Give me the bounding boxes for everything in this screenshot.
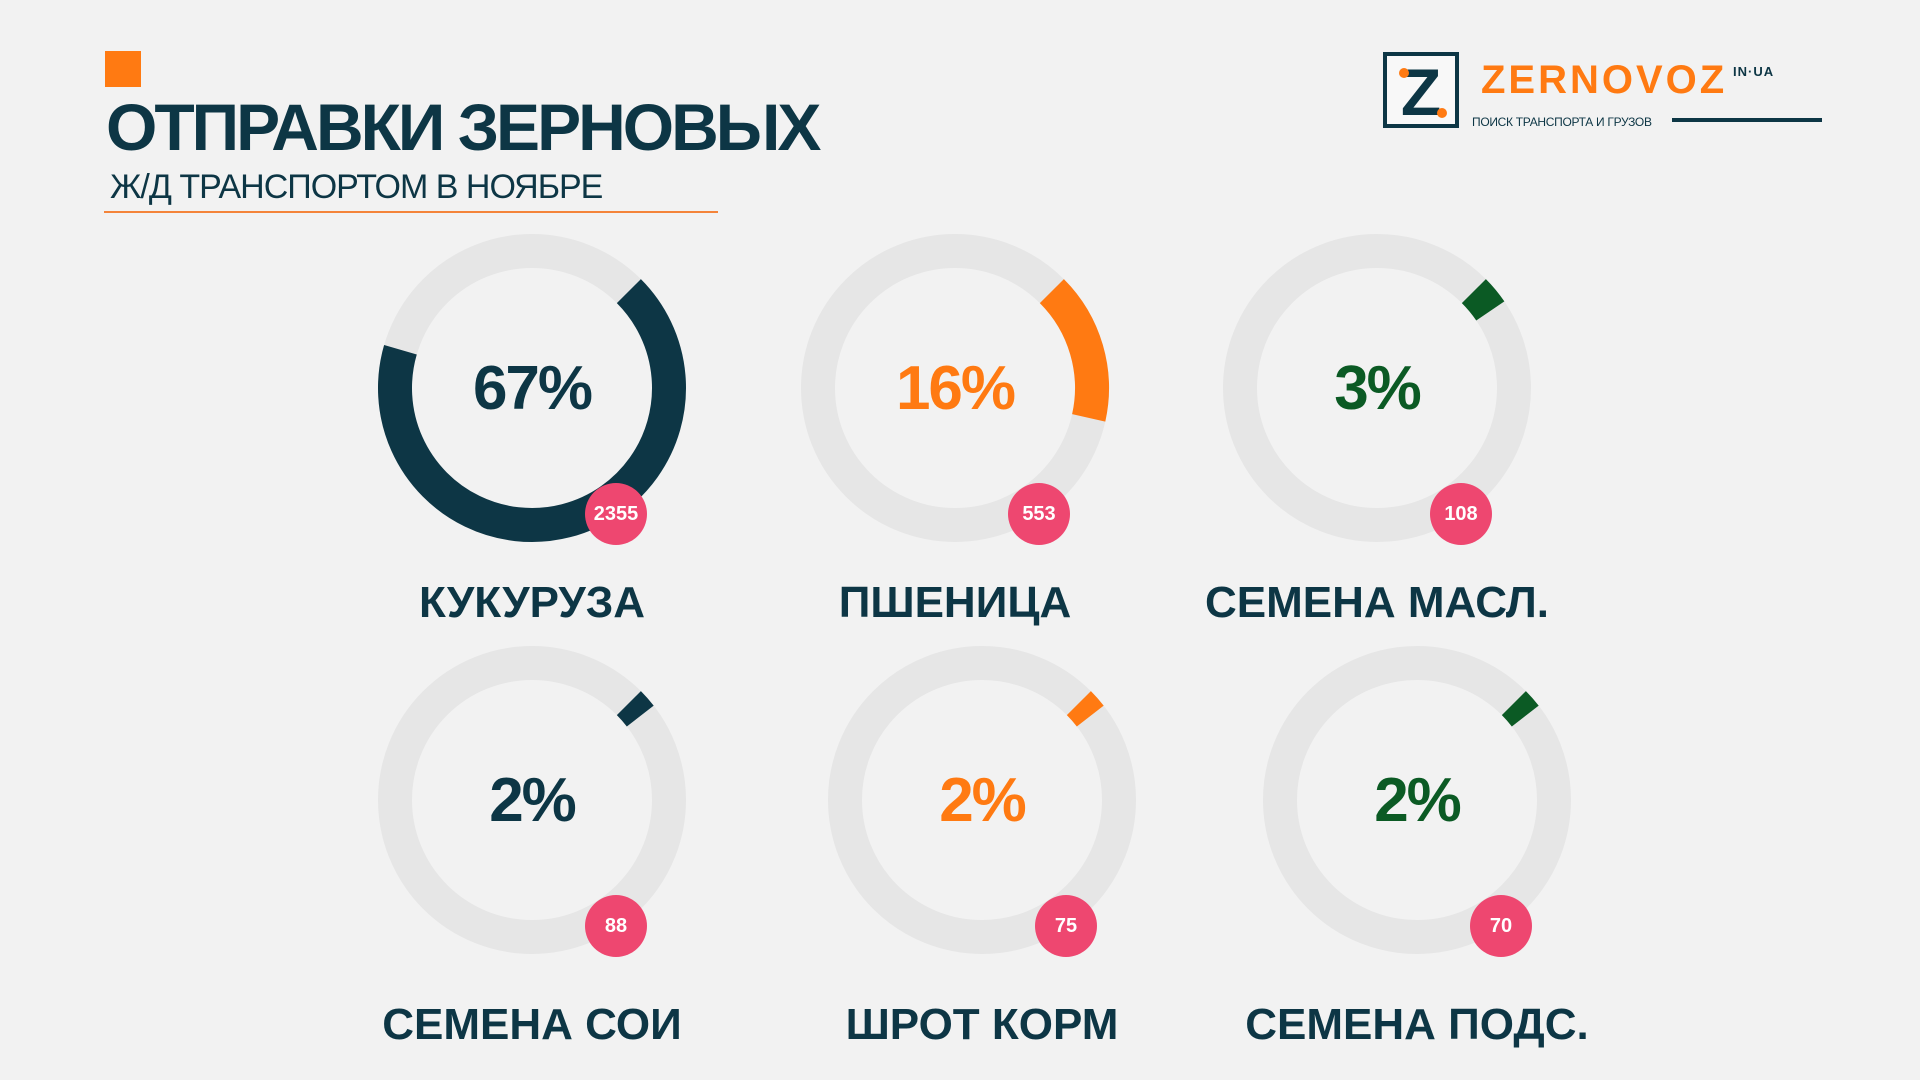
percent-label: 2% [489, 765, 577, 835]
percent-label: 2% [1374, 765, 1462, 835]
count-badge: 70 [1470, 895, 1532, 957]
donut-svg [378, 234, 686, 542]
accent-square [105, 51, 141, 87]
count-badge: 553 [1008, 483, 1070, 545]
donut-3: 3% [1217, 228, 1537, 548]
brand-logo[interactable]: Z ZERNOVOZ IN·UA ПОИСК ТРАНСПОРТА И ГРУЗ… [1383, 52, 1823, 142]
logo-mark-icon: Z [1383, 52, 1459, 129]
donut-track [378, 646, 686, 954]
count-badge: 108 [1430, 483, 1492, 545]
count-badge: 2355 [585, 483, 647, 545]
donut-svg [801, 234, 1109, 542]
category-label: СЕМЕНА СОИ [382, 1000, 682, 1049]
page-title: ОТПРАВКИ ЗЕРНОВЫХ [106, 90, 821, 164]
donut-arc [1066, 691, 1104, 727]
donut-svg [828, 646, 1136, 954]
count-badge: 88 [585, 895, 647, 957]
subtitle-underline [104, 211, 718, 213]
category-label: СЕМЕНА ПОДС. [1245, 1000, 1589, 1049]
logo-domain: IN·UA [1733, 64, 1775, 79]
donut-6: 2% [1257, 640, 1577, 960]
donut-4: 2% [372, 640, 692, 960]
logo-tagline: ПОИСК ТРАНСПОРТА И ГРУЗОВ [1472, 115, 1652, 129]
donut-arc [1461, 279, 1505, 321]
donut-1: 67% [372, 228, 692, 548]
donut-arc [1039, 279, 1109, 422]
donut-track [1263, 646, 1571, 954]
count-badge: 75 [1035, 895, 1097, 957]
page-subtitle: Ж/Д ТРАНСПОРТОМ В НОЯБРЕ [110, 168, 603, 206]
donut-5: 2% [822, 640, 1142, 960]
donut-svg [1223, 234, 1531, 542]
logo-name: ZERNOVOZ [1481, 58, 1728, 102]
logo-letter: Z [1400, 55, 1442, 129]
percent-label: 67% [472, 353, 593, 423]
category-label: КУКУРУЗА [418, 578, 646, 627]
percent-label: 3% [1334, 353, 1422, 423]
category-label: ПШЕНИЦА [838, 578, 1072, 627]
donut-2: 16% [795, 228, 1115, 548]
category-label: ШРОТ КОРМ [845, 1000, 1119, 1049]
donut-track [828, 646, 1136, 954]
logo-underline [1672, 118, 1822, 122]
donut-track [1223, 234, 1531, 542]
category-label: СЕМЕНА МАСЛ. [1204, 578, 1549, 627]
logo-dot-icon [1399, 68, 1409, 78]
percent-label: 16% [895, 353, 1016, 423]
donut-arc [378, 279, 686, 542]
percent-label: 2% [939, 765, 1027, 835]
donut-arc [616, 691, 654, 727]
logo-dot-icon [1437, 108, 1447, 118]
donut-svg [1263, 646, 1571, 954]
donut-svg [378, 646, 686, 954]
donut-arc [1501, 691, 1539, 727]
